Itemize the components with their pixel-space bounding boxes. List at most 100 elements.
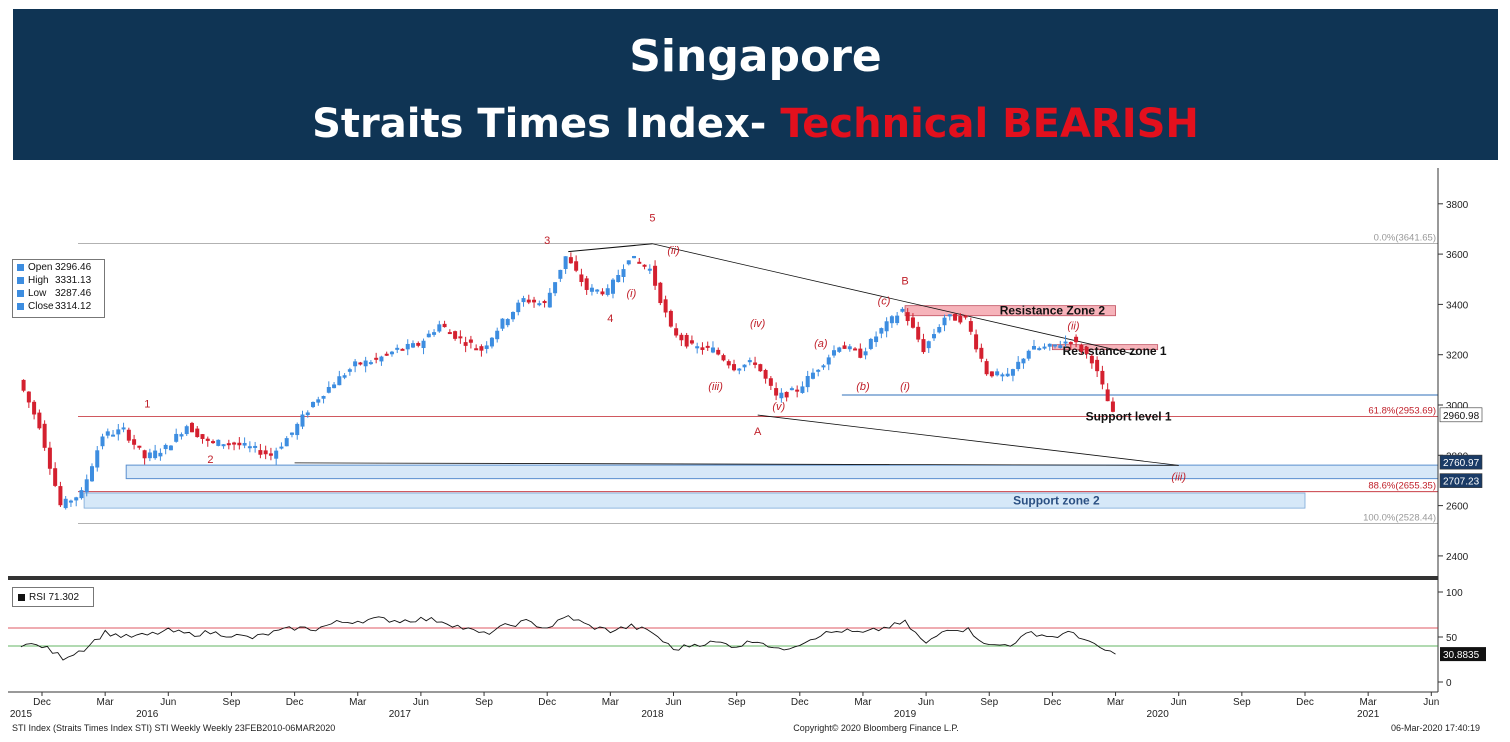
wave-label: (i) [627,288,637,300]
candle-body [895,315,900,324]
year-label: 2015 [10,709,33,720]
candle-body [21,379,26,391]
candle-body [826,357,831,365]
candle-body [1089,355,1094,364]
candle-body [621,269,626,277]
candle-body [1031,345,1036,350]
candle-body [610,279,615,294]
candle-body [242,442,247,446]
candle-body [163,444,168,450]
fib-label: 61.8%(2953.69) [1368,406,1436,417]
candle-body [995,371,1000,376]
candle-body [158,452,163,457]
candle-body [305,412,310,416]
wave-label: (ii) [1067,321,1080,333]
candle-body [221,444,226,447]
rsi-tick-label: 0 [1446,678,1452,689]
price-tick-label: 3000 [1446,401,1469,412]
month-label: Mar [1360,697,1378,708]
candle-body [905,312,910,322]
candle-body [579,274,584,282]
wave-label: A [754,426,762,438]
candle-body [368,362,373,365]
candle-body [253,445,258,448]
candle-body [174,433,179,442]
candle-body [700,347,705,350]
candle-body [884,321,889,332]
candle-body [937,327,942,333]
footer-right: 06-Mar-2020 17:40:19 [1391,723,1480,733]
candle-body [900,308,905,312]
price-tick-label: 3800 [1446,200,1469,211]
candle-body [337,376,342,386]
title-banner: Singapore Straits Times Index- Technical… [13,9,1498,160]
rsi-legend-label: RSI [29,591,46,603]
candle-body [510,311,515,320]
candle-body [332,384,337,389]
candle-body [816,369,821,372]
legend-open: Open 3296.46 [13,261,104,273]
legend-swatch [17,263,24,271]
month-label: Sep [980,697,998,708]
legend-close: Close 3314.12 [13,300,104,312]
candle-body [463,342,468,346]
candle-body [458,336,463,339]
candle-body [116,429,121,435]
price-tick-label: 3200 [1446,351,1469,362]
axis-tag-box [1439,454,1483,470]
legend-close-value: 3314.12 [55,300,92,312]
candle-body [495,330,500,340]
legend-open-value: 3296.46 [55,261,92,273]
price-axis: 240026002800300032003400360038002960.982… [8,168,1483,692]
candle-body [379,356,384,362]
candle-body [279,446,284,449]
candle-body [558,269,563,279]
candle-body [32,401,37,415]
candle-body [821,365,826,368]
candle-body [474,348,479,351]
year-label: 2019 [894,709,917,720]
fib-label: 88.6%(2655.35) [1368,481,1436,492]
zone-box [83,492,1306,509]
subtitle-highlight: Technical BEARISH [780,101,1199,147]
candle-body [768,378,773,386]
candle-body [358,362,363,365]
wave-label: 4 [607,313,613,325]
candle-body [847,346,852,350]
rsi-value-label: 30.8835 [1443,650,1480,661]
candle-body [289,432,294,435]
month-label: Jun [918,697,934,708]
candle-body [153,450,158,459]
candle-body [405,343,410,350]
candle-body [300,414,305,427]
zones: Resistance Zone 2 Resistance zone 1 Suppor… [83,304,1439,509]
candle-body [489,337,494,347]
candle-body [121,427,126,430]
rsi-line [20,615,1116,661]
month-label: Mar [97,697,115,708]
candle-body [295,423,300,436]
zone-label: Resistance Zone 2 [1000,304,1106,318]
candle-body [132,439,137,445]
wave-label: 3 [544,235,550,247]
fib-label: 100.0%(2528.44) [1363,513,1436,524]
candle-body [921,339,926,353]
legend-swatch [17,302,24,310]
wave-label: 2 [207,454,213,466]
candle-body [216,439,221,446]
candle-body [453,331,458,339]
candle-body [947,314,952,317]
candle-body [989,371,994,377]
year-label: 2021 [1357,709,1380,720]
month-label: Mar [602,697,620,708]
candle-body [916,326,921,340]
candle-body [353,361,358,367]
candle-body [684,334,689,347]
zone-box [904,305,1116,317]
candle-body [247,446,252,449]
price-tick-label: 2600 [1446,502,1469,513]
candle-body [258,450,263,455]
fib-levels: 0.0%(3641.65) 61.8%(2953.69) 88.6%(2655.35… [78,233,1438,524]
candle-body [584,278,589,290]
